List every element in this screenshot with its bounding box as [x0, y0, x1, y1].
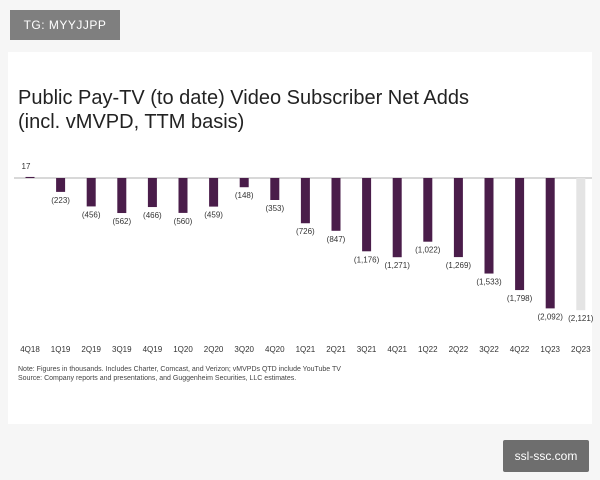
data-label-1Q21: (726): [296, 227, 315, 236]
chart-notes: Note: Figures in thousands. Includes Cha…: [18, 365, 341, 383]
data-label-2Q21: (847): [327, 235, 346, 244]
bar-4Q20: [270, 178, 280, 201]
chart-source-line: Source: Company reports and presentation…: [18, 375, 297, 382]
x-tick-label-3Q21: 3Q21: [357, 345, 377, 354]
x-tick-label-3Q22: 3Q22: [479, 345, 499, 354]
x-tick-label-1Q20: 1Q20: [173, 345, 193, 354]
data-label-3Q22: (1,533): [476, 278, 502, 287]
x-tick-label-2Q21: 2Q21: [326, 345, 346, 354]
data-label-3Q20: (148): [235, 191, 254, 200]
data-label-2Q19: (456): [82, 210, 101, 219]
x-tick-label-3Q20: 3Q20: [234, 345, 254, 354]
x-tick-label-2Q22: 2Q22: [449, 345, 469, 354]
bar-4Q18: [25, 176, 35, 178]
bar-3Q20: [239, 178, 249, 188]
telegram-tag-text: TG: MYYJJPP: [23, 18, 107, 32]
bar-4Q21: [392, 178, 402, 258]
data-label-1Q20: (560): [174, 217, 193, 226]
bar-1Q20: [178, 178, 188, 213]
x-tick-label-1Q23: 1Q23: [540, 345, 560, 354]
x-tick-label-4Q21: 4Q21: [387, 345, 407, 354]
chart-title: Public Pay-TV (to date) Video Subscriber…: [18, 86, 469, 134]
chart-title-line-2: (incl. vMVPD, TTM basis): [18, 111, 245, 133]
bar-3Q22: [484, 178, 494, 274]
x-tick-label-4Q18: 4Q18: [20, 345, 40, 354]
data-label-4Q18: 17: [22, 162, 31, 171]
telegram-tag: TG: MYYJJPP: [10, 10, 120, 40]
x-tick-label-1Q19: 1Q19: [51, 345, 71, 354]
data-label-4Q21: (1,271): [385, 261, 411, 270]
chart-note-line: Note: Figures in thousands. Includes Cha…: [18, 366, 341, 373]
x-tick-label-1Q21: 1Q21: [296, 345, 316, 354]
data-label-3Q21: (1,176): [354, 255, 380, 264]
bar-1Q19: [56, 178, 66, 192]
data-label-1Q19: (223): [51, 196, 70, 205]
x-tick-label-2Q20: 2Q20: [204, 345, 224, 354]
data-label-4Q22: (1,798): [507, 294, 533, 303]
bar-2Q22: [453, 178, 463, 258]
chart-card: [8, 52, 592, 424]
x-tick-label-4Q22: 4Q22: [510, 345, 530, 354]
site-watermark-text: ssl-ssc.com: [514, 449, 578, 463]
data-label-1Q23: (2,092): [538, 312, 564, 321]
bar-4Q19: [147, 178, 157, 208]
x-tick-label-2Q23: 2Q23: [571, 345, 591, 354]
data-label-2Q23: (2,121): [568, 314, 594, 323]
site-watermark: ssl-ssc.com: [503, 440, 589, 472]
data-label-3Q19: (562): [112, 217, 131, 226]
data-label-1Q22: (1,022): [415, 246, 441, 255]
bar-2Q19: [86, 178, 96, 207]
bar-3Q21: [362, 178, 372, 252]
x-tick-label-2Q19: 2Q19: [81, 345, 101, 354]
data-label-4Q20: (353): [265, 204, 284, 213]
bar-4Q22: [515, 178, 525, 291]
bar-chart: 17 4Q18 (223) 1Q19 (456) 2Q19 (562) 3Q19 (466) 4Q…: [14, 162, 594, 354]
bar-1Q23: [545, 178, 555, 309]
data-label-2Q20: (459): [204, 211, 223, 220]
chart-title-line-1: Public Pay-TV (to date) Video Subscriber…: [18, 87, 469, 109]
bar-2Q21: [331, 178, 341, 231]
x-tick-label-3Q19: 3Q19: [112, 345, 132, 354]
bar-2Q20: [209, 178, 219, 207]
bar-1Q21: [300, 178, 310, 224]
bar-2Q23: [576, 178, 586, 311]
data-label-4Q19: (466): [143, 211, 162, 220]
x-tick-label-1Q22: 1Q22: [418, 345, 438, 354]
x-tick-label-4Q19: 4Q19: [143, 345, 163, 354]
bar-1Q22: [423, 178, 433, 242]
bar-3Q19: [117, 178, 127, 214]
x-tick-label-4Q20: 4Q20: [265, 345, 285, 354]
data-label-2Q22: (1,269): [446, 261, 472, 270]
